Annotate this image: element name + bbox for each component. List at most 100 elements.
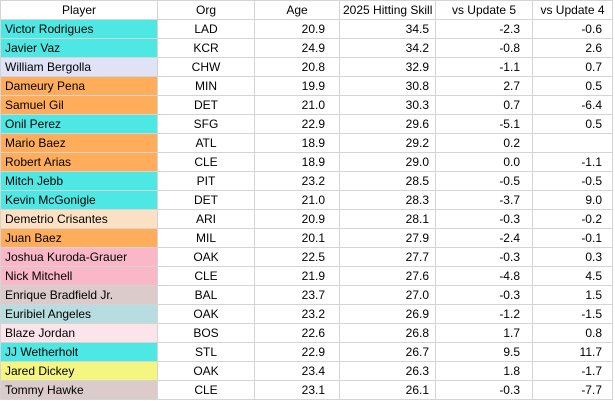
cell-org[interactable]: CLE [157, 266, 255, 286]
cell-vs-update-5[interactable]: 1.7 [435, 323, 533, 343]
cell-vs-update-4[interactable]: -0.2 [532, 209, 613, 229]
header-player[interactable]: Player [0, 0, 158, 20]
cell-org[interactable]: LAD [157, 19, 255, 39]
cell-player[interactable]: JJ Wetherholt [0, 342, 158, 362]
cell-age[interactable]: 23.4 [254, 361, 340, 381]
cell-hitting-skill[interactable]: 27.6 [339, 266, 436, 286]
cell-hitting-skill[interactable]: 26.9 [339, 304, 436, 324]
cell-age[interactable]: 23.2 [254, 171, 340, 191]
cell-player[interactable]: Enrique Bradfield Jr. [0, 285, 158, 305]
cell-org[interactable]: MIL [157, 228, 255, 248]
cell-age[interactable]: 18.9 [254, 133, 340, 153]
cell-player[interactable]: Tommy Hawke [0, 380, 158, 400]
cell-player[interactable]: Nick Mitchell [0, 266, 158, 286]
cell-age[interactable]: 18.9 [254, 152, 340, 172]
header-org[interactable]: Org [157, 0, 255, 20]
cell-vs-update-5[interactable]: 0.0 [435, 152, 533, 172]
cell-hitting-skill[interactable]: 29.2 [339, 133, 436, 153]
cell-vs-update-4[interactable]: 0.7 [532, 57, 613, 77]
cell-vs-update-4[interactable] [532, 133, 613, 153]
cell-age[interactable]: 20.1 [254, 228, 340, 248]
cell-vs-update-4[interactable]: -0.5 [532, 171, 613, 191]
cell-vs-update-5[interactable]: -0.5 [435, 171, 533, 191]
cell-vs-update-5[interactable]: -0.3 [435, 209, 533, 229]
cell-vs-update-5[interactable]: -0.8 [435, 38, 533, 58]
cell-hitting-skill[interactable]: 26.3 [339, 361, 436, 381]
cell-org[interactable]: KCR [157, 38, 255, 58]
cell-vs-update-4[interactable]: -0.6 [532, 19, 613, 39]
cell-vs-update-5[interactable]: -0.3 [435, 380, 533, 400]
cell-hitting-skill[interactable]: 26.1 [339, 380, 436, 400]
cell-hitting-skill[interactable]: 34.5 [339, 19, 436, 39]
cell-hitting-skill[interactable]: 30.8 [339, 76, 436, 96]
cell-vs-update-4[interactable]: 9.0 [532, 190, 613, 210]
cell-vs-update-4[interactable]: -1.5 [532, 304, 613, 324]
cell-vs-update-4[interactable]: 4.5 [532, 266, 613, 286]
cell-vs-update-5[interactable]: 0.7 [435, 95, 533, 115]
cell-org[interactable]: MIN [157, 76, 255, 96]
cell-player[interactable]: Euribiel Angeles [0, 304, 158, 324]
cell-age[interactable]: 22.6 [254, 323, 340, 343]
cell-vs-update-5[interactable]: 1.8 [435, 361, 533, 381]
cell-org[interactable]: CLE [157, 380, 255, 400]
cell-player[interactable]: Samuel Gil [0, 95, 158, 115]
cell-vs-update-4[interactable]: 0.5 [532, 114, 613, 134]
cell-hitting-skill[interactable]: 27.0 [339, 285, 436, 305]
cell-age[interactable]: 23.1 [254, 380, 340, 400]
cell-age[interactable]: 21.9 [254, 266, 340, 286]
cell-org[interactable]: STL [157, 342, 255, 362]
cell-age[interactable]: 22.5 [254, 247, 340, 267]
cell-hitting-skill[interactable]: 27.7 [339, 247, 436, 267]
header-vs-update-5[interactable]: vs Update 5 [435, 0, 533, 20]
cell-vs-update-4[interactable]: -1.1 [532, 152, 613, 172]
cell-vs-update-4[interactable]: -7.7 [532, 380, 613, 400]
cell-vs-update-5[interactable]: 9.5 [435, 342, 533, 362]
cell-hitting-skill[interactable]: 26.7 [339, 342, 436, 362]
header-vs-update-4[interactable]: vs Update 4 [532, 0, 613, 20]
cell-vs-update-4[interactable]: -0.1 [532, 228, 613, 248]
cell-player[interactable]: Javier Vaz [0, 38, 158, 58]
cell-player[interactable]: Dameury Pena [0, 76, 158, 96]
cell-player[interactable]: Onil Perez [0, 114, 158, 134]
cell-hitting-skill[interactable]: 28.5 [339, 171, 436, 191]
cell-org[interactable]: ARI [157, 209, 255, 229]
cell-player[interactable]: Demetrio Crisantes [0, 209, 158, 229]
cell-player[interactable]: Jared Dickey [0, 361, 158, 381]
cell-hitting-skill[interactable]: 32.9 [339, 57, 436, 77]
cell-vs-update-5[interactable]: -5.1 [435, 114, 533, 134]
header-age[interactable]: Age [254, 0, 340, 20]
cell-org[interactable]: SFG [157, 114, 255, 134]
cell-player[interactable]: Blaze Jordan [0, 323, 158, 343]
cell-hitting-skill[interactable]: 29.6 [339, 114, 436, 134]
cell-org[interactable]: OAK [157, 361, 255, 381]
cell-org[interactable]: DET [157, 190, 255, 210]
cell-hitting-skill[interactable]: 28.1 [339, 209, 436, 229]
cell-vs-update-5[interactable]: -1.1 [435, 57, 533, 77]
cell-vs-update-4[interactable]: -6.4 [532, 95, 613, 115]
cell-age[interactable]: 22.9 [254, 114, 340, 134]
cell-player[interactable]: Victor Rodrigues [0, 19, 158, 39]
cell-age[interactable]: 24.9 [254, 38, 340, 58]
cell-org[interactable]: BAL [157, 285, 255, 305]
cell-hitting-skill[interactable]: 27.9 [339, 228, 436, 248]
cell-org[interactable]: OAK [157, 247, 255, 267]
cell-age[interactable]: 21.0 [254, 190, 340, 210]
cell-vs-update-5[interactable]: -0.3 [435, 247, 533, 267]
cell-vs-update-5[interactable]: -2.4 [435, 228, 533, 248]
cell-vs-update-4[interactable]: 2.6 [532, 38, 613, 58]
cell-vs-update-5[interactable]: -1.2 [435, 304, 533, 324]
cell-age[interactable]: 20.8 [254, 57, 340, 77]
cell-vs-update-4[interactable]: 11.7 [532, 342, 613, 362]
cell-age[interactable]: 20.9 [254, 19, 340, 39]
cell-vs-update-4[interactable]: 0.5 [532, 76, 613, 96]
cell-age[interactable]: 23.2 [254, 304, 340, 324]
cell-age[interactable]: 23.7 [254, 285, 340, 305]
cell-vs-update-5[interactable]: 0.2 [435, 133, 533, 153]
cell-vs-update-5[interactable]: -2.3 [435, 19, 533, 39]
cell-vs-update-4[interactable]: -1.7 [532, 361, 613, 381]
cell-vs-update-5[interactable]: -4.8 [435, 266, 533, 286]
cell-age[interactable]: 20.9 [254, 209, 340, 229]
cell-hitting-skill[interactable]: 29.0 [339, 152, 436, 172]
cell-age[interactable]: 22.9 [254, 342, 340, 362]
cell-org[interactable]: BOS [157, 323, 255, 343]
